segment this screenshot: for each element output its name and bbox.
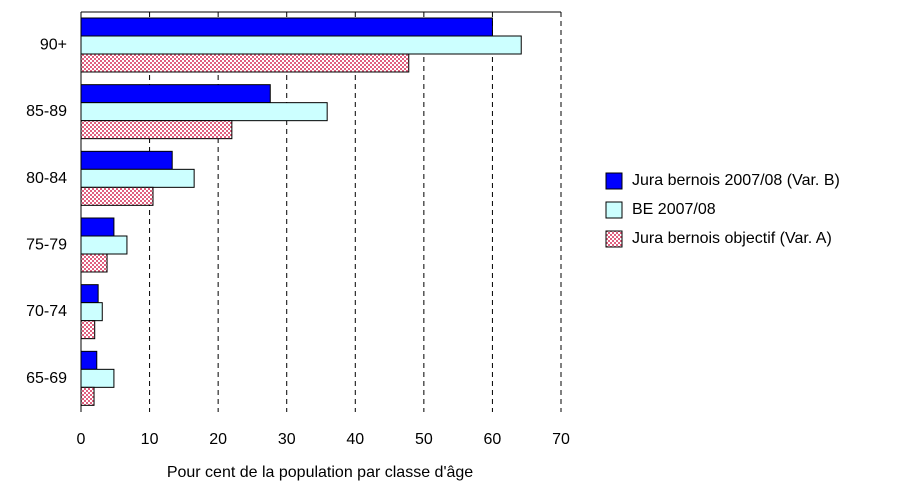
legend-label: Jura bernois objectif (Var. A) <box>632 230 832 247</box>
legend-marker <box>605 230 623 248</box>
y-tick-label: 90+ <box>40 37 67 54</box>
bar <box>80 368 115 388</box>
x-tick-label: 40 <box>346 431 364 448</box>
y-tick-label: 70-74 <box>26 303 67 320</box>
bar <box>80 168 195 188</box>
bar <box>80 235 128 255</box>
bar <box>80 17 493 37</box>
bar <box>80 53 410 73</box>
x-tick-label: 20 <box>209 431 227 448</box>
bar <box>80 150 173 170</box>
bar <box>80 284 99 304</box>
legend-marker <box>605 201 623 219</box>
legend-label: Jura bernois 2007/08 (Var. B) <box>632 172 840 189</box>
bar <box>80 350 98 370</box>
bar <box>80 253 108 273</box>
y-tick-label: 65-69 <box>26 370 67 387</box>
bar <box>80 386 95 406</box>
x-tick-label: 10 <box>141 431 159 448</box>
x-tick-label: 0 <box>77 431 86 448</box>
legend-marker <box>605 172 623 190</box>
x-axis-label: Pour cent de la population par classe d'… <box>167 464 473 481</box>
bar <box>80 186 154 206</box>
bar <box>80 320 96 340</box>
y-tick-label: 75-79 <box>26 237 67 254</box>
bar <box>80 120 233 140</box>
x-tick-label: 60 <box>484 431 502 448</box>
bar <box>80 102 328 122</box>
y-tick-label: 80-84 <box>26 170 67 187</box>
bar <box>80 35 522 55</box>
x-tick-label: 70 <box>552 431 570 448</box>
x-tick-label: 30 <box>278 431 296 448</box>
bar <box>80 302 103 322</box>
y-tick-label: 85-89 <box>26 103 67 120</box>
bar <box>80 84 271 104</box>
legend-label: BE 2007/08 <box>632 201 716 218</box>
bar <box>80 217 115 237</box>
x-tick-label: 50 <box>415 431 433 448</box>
